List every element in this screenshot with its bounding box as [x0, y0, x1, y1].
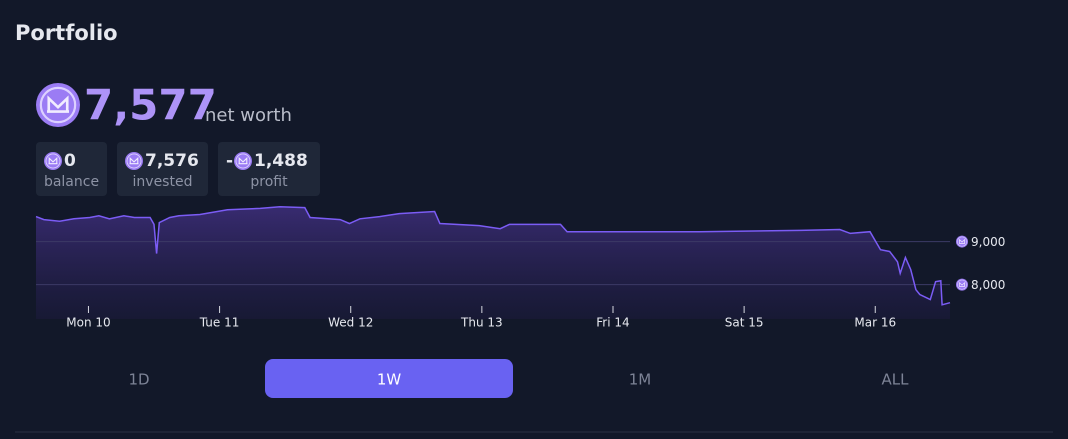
- stat-value: 7,576: [145, 151, 199, 171]
- stat-value: 0: [64, 151, 76, 171]
- coin-icon: [955, 278, 969, 291]
- net-worth-label: net worth: [205, 105, 292, 126]
- stat-label: balance: [44, 174, 99, 190]
- y-tick-label: 8,000: [971, 278, 1005, 292]
- coin-icon: [34, 81, 82, 129]
- x-tick-label: Mar 16: [854, 316, 896, 330]
- range-button-label[interactable]: 1M: [629, 371, 652, 389]
- range-button-label[interactable]: 1D: [128, 371, 149, 389]
- chart: 9,000 8,000 Mon 10 Tue 11 Wed 12 Thu 13 Fri 14…: [35, 205, 1005, 330]
- x-tick-label: Sat 15: [725, 316, 764, 330]
- coin-icon: [955, 235, 969, 248]
- stat-sign: -: [226, 151, 233, 171]
- line: [35, 205, 951, 306]
- coin-icon: [43, 151, 63, 171]
- x-tick-label: Thu 13: [460, 316, 503, 330]
- stats: 0 balance 7,576 invested - 1,488 profit: [36, 142, 320, 196]
- coin-icon: [124, 151, 144, 171]
- x-tick-label: Fri 14: [596, 316, 629, 330]
- stat-label: invested: [133, 174, 193, 190]
- range-selector: 1D 1W 1M ALL: [128, 359, 909, 398]
- x-tick-label: Mon 10: [66, 316, 110, 330]
- net-worth-value: 7,577: [84, 81, 217, 130]
- stat-value: 1,488: [254, 151, 308, 171]
- range-button-label[interactable]: ALL: [882, 371, 910, 389]
- stat-label: profit: [250, 174, 288, 190]
- coin-icon: [233, 151, 253, 171]
- area: [36, 206, 950, 319]
- page-title: Portfolio: [15, 21, 118, 45]
- x-tick-label: Tue 11: [199, 316, 240, 330]
- range-button-active[interactable]: [265, 359, 513, 398]
- range-button-label[interactable]: 1W: [377, 371, 402, 389]
- x-tick-label: Wed 12: [328, 316, 373, 330]
- y-tick-label: 9,000: [971, 235, 1005, 249]
